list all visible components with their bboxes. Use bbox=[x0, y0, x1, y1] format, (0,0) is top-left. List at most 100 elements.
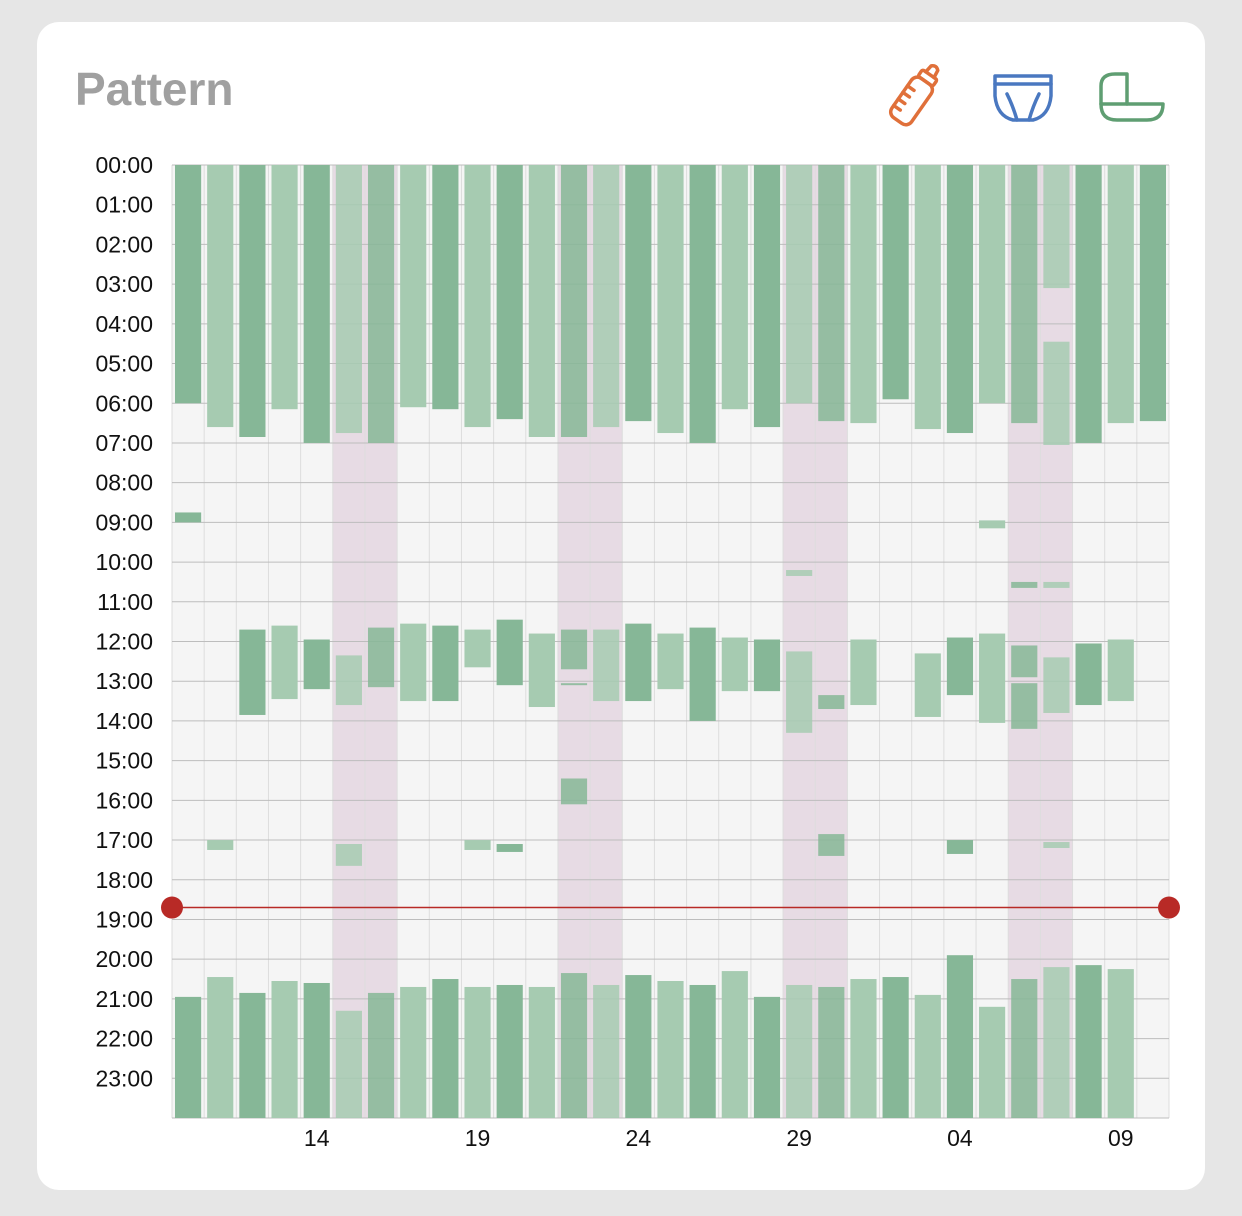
sleep-bar bbox=[335, 1010, 362, 1118]
sleep-bar bbox=[1043, 967, 1070, 1118]
y-tick-label: 09:00 bbox=[95, 509, 153, 535]
sleep-bar bbox=[786, 651, 813, 733]
sleep-bar bbox=[239, 629, 266, 715]
sleep-bar bbox=[528, 165, 555, 438]
sleep-bar bbox=[335, 165, 362, 434]
sleep-bar bbox=[432, 979, 459, 1118]
sleep-bar bbox=[496, 165, 523, 420]
x-tick-label: 19 bbox=[465, 1125, 491, 1151]
sleep-bar bbox=[400, 165, 427, 408]
sleep-bar bbox=[1043, 657, 1070, 713]
sleep-bar bbox=[818, 834, 845, 856]
card-title: Pattern bbox=[75, 63, 234, 115]
y-tick-label: 00:00 bbox=[95, 152, 153, 178]
sleep-bar bbox=[689, 627, 716, 721]
y-tick-label: 20:00 bbox=[95, 946, 153, 972]
sleep-bar bbox=[946, 165, 974, 434]
sleep-bar bbox=[464, 986, 491, 1118]
y-tick-label: 08:00 bbox=[95, 470, 153, 496]
sleep-bar bbox=[207, 977, 234, 1118]
y-tick-label: 22:00 bbox=[95, 1026, 153, 1052]
sleep-bar bbox=[657, 633, 684, 690]
sleep-bar bbox=[1011, 683, 1038, 729]
sleep-bar bbox=[560, 973, 588, 1118]
sleep-bar bbox=[753, 996, 781, 1118]
y-tick-label: 01:00 bbox=[95, 192, 153, 218]
sleep-bar bbox=[946, 637, 974, 696]
sleep-bar bbox=[528, 986, 555, 1118]
sleep-bar bbox=[914, 994, 941, 1118]
sleep-bar bbox=[979, 520, 1006, 529]
sleep-bar bbox=[1043, 341, 1070, 445]
sleep-bar bbox=[979, 1006, 1006, 1118]
sleep-bar bbox=[303, 982, 330, 1118]
current-time-marker-left bbox=[161, 896, 183, 919]
y-tick-label: 04:00 bbox=[95, 311, 153, 337]
y-tick-label: 19:00 bbox=[95, 906, 153, 932]
y-tick-label: 06:00 bbox=[95, 390, 153, 416]
sleep-bar bbox=[625, 975, 652, 1118]
sleep-bar bbox=[593, 984, 620, 1118]
sleep-bar bbox=[1107, 165, 1134, 424]
sleep-bar bbox=[850, 165, 877, 424]
sleep-bar bbox=[721, 637, 748, 692]
y-tick-label: 15:00 bbox=[95, 748, 153, 774]
sleep-bar bbox=[496, 844, 523, 852]
sleep-bar bbox=[1011, 581, 1038, 588]
sleep-bar bbox=[850, 979, 877, 1118]
sleep-bar bbox=[721, 971, 748, 1118]
sleep-bar bbox=[1075, 965, 1102, 1118]
sleep-bar bbox=[496, 619, 523, 686]
sleep-bar bbox=[1107, 639, 1134, 702]
sleep-bar bbox=[657, 165, 684, 434]
sleep-bar bbox=[271, 165, 298, 410]
y-tick-label: 14:00 bbox=[95, 708, 153, 734]
sleep-bar bbox=[464, 629, 491, 668]
y-tick-label: 11:00 bbox=[97, 589, 153, 615]
sleep-bar bbox=[786, 165, 813, 404]
sleep-bar bbox=[1011, 165, 1038, 424]
bassinet-icon[interactable] bbox=[1091, 56, 1171, 136]
y-tick-label: 18:00 bbox=[95, 867, 153, 893]
current-time-marker-right bbox=[1158, 896, 1180, 919]
sleep-bar bbox=[367, 627, 395, 688]
sleep-bar bbox=[207, 840, 234, 850]
sleep-bar bbox=[818, 695, 845, 710]
sleep-bar bbox=[560, 778, 588, 805]
sleep-bar bbox=[914, 653, 941, 717]
sleep-bar bbox=[432, 625, 459, 702]
sleep-bar bbox=[625, 623, 652, 702]
sleep-bar bbox=[818, 986, 845, 1118]
sleep-bar bbox=[753, 639, 781, 692]
sleep-bar bbox=[979, 165, 1006, 404]
bottle-icon[interactable] bbox=[875, 56, 955, 136]
sleep-bar bbox=[560, 165, 588, 438]
sleep-bar bbox=[1075, 165, 1102, 443]
y-tick-label: 17:00 bbox=[95, 827, 153, 853]
x-tick-label: 09 bbox=[1108, 1125, 1134, 1151]
sleep-bar bbox=[1075, 643, 1102, 706]
y-tick-label: 02:00 bbox=[95, 231, 153, 257]
sleep-bar bbox=[303, 165, 330, 443]
sleep-bar bbox=[528, 633, 555, 708]
sleep-bar bbox=[175, 512, 202, 523]
y-tick-label: 16:00 bbox=[95, 787, 153, 813]
sleep-bar bbox=[367, 992, 395, 1118]
sleep-bar bbox=[560, 683, 588, 686]
sleep-bar bbox=[1011, 645, 1038, 678]
y-tick-label: 05:00 bbox=[95, 351, 153, 377]
sleep-bar bbox=[818, 165, 845, 422]
sleep-bar bbox=[400, 986, 427, 1118]
sleep-bar bbox=[946, 955, 974, 1118]
x-tick-label: 04 bbox=[947, 1125, 973, 1151]
sleep-bar bbox=[432, 165, 459, 410]
diaper-icon[interactable] bbox=[983, 56, 1063, 136]
sleep-bar bbox=[175, 165, 202, 404]
sleep-bar bbox=[464, 840, 491, 850]
x-tick-label: 24 bbox=[626, 1125, 652, 1151]
x-tick-label: 14 bbox=[304, 1125, 330, 1151]
sleep-bar bbox=[239, 992, 266, 1118]
sleep-bar bbox=[657, 981, 684, 1118]
sleep-bar bbox=[753, 165, 781, 428]
y-tick-label: 23:00 bbox=[95, 1065, 153, 1091]
